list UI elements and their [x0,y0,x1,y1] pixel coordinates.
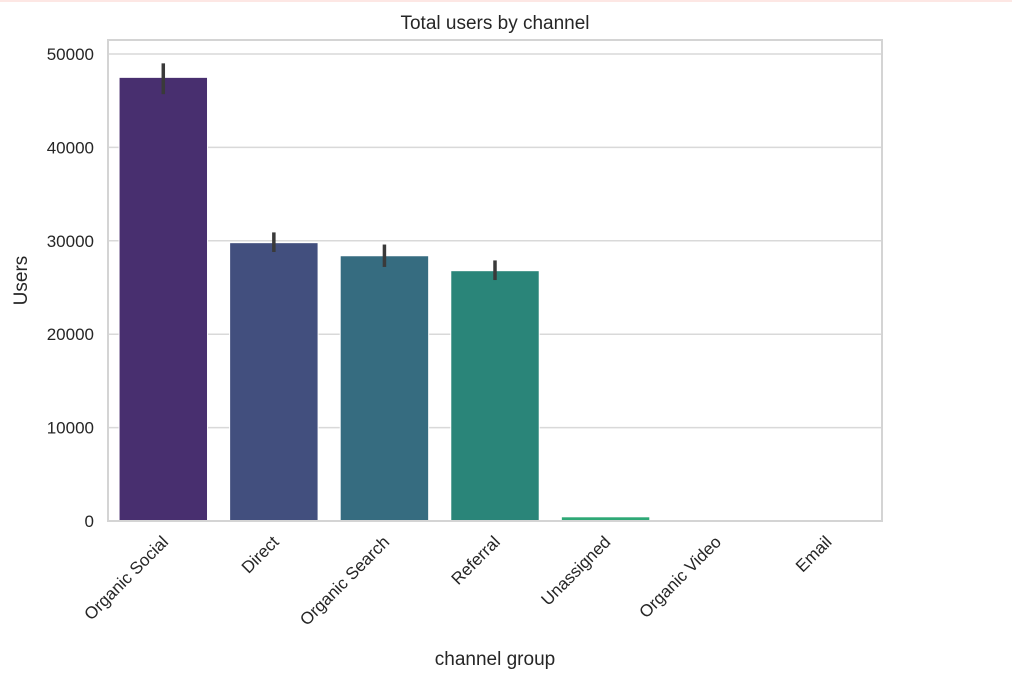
y-tick-label: 20000 [47,325,94,344]
plot-frame [107,39,883,522]
y-tick-label: 40000 [47,138,94,157]
y-tick-label: 30000 [47,232,94,251]
x-tick-label: Referral [448,532,504,588]
bars [118,76,872,522]
y-tick-label: 50000 [47,45,94,64]
error-bars [161,63,497,281]
bar [229,242,319,522]
y-tick-label: 0 [85,512,94,531]
x-axis-label: channel group [435,649,555,670]
x-tick-label: Organic Search [296,532,393,629]
bar [118,76,209,522]
bar [450,270,540,522]
y-tick-label: 10000 [47,419,94,438]
top-border-strip [0,0,1012,2]
chart-title: Total users by channel [400,13,589,34]
y-tick-labels: 0 10000 20000 30000 40000 50000 [47,45,94,531]
x-tick-label: Organic Social [80,532,172,624]
bar [339,255,430,522]
x-tick-label: Unassigned [537,532,614,609]
x-tick-label: Email [792,532,835,575]
x-tick-label: Organic Video [636,532,725,621]
y-axis-label: Users [11,256,32,306]
x-tick-label: Direct [238,532,283,577]
x-tick-labels: Organic Social Direct Organic Search Referr… [80,532,835,629]
